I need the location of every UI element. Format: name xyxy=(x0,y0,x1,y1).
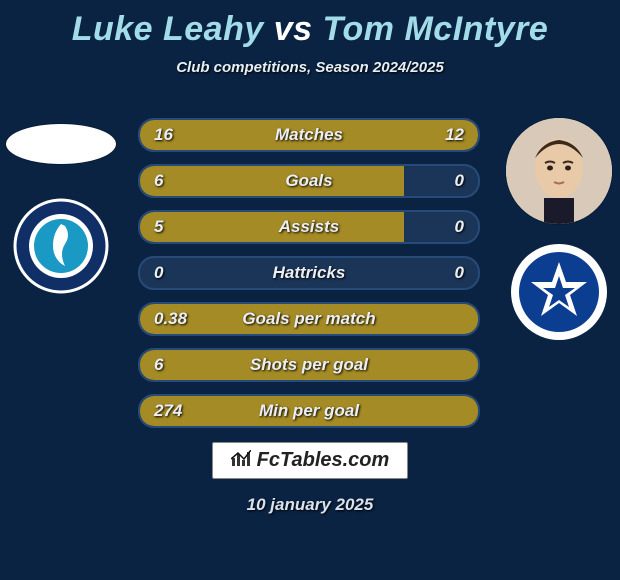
stat-value-right: 12 xyxy=(445,120,464,150)
bar-fill-left xyxy=(140,350,478,380)
stat-value-left: 16 xyxy=(154,120,173,150)
fctables-logo: FcTables.com xyxy=(212,442,409,479)
bar-fill-left xyxy=(140,396,478,426)
bar-fill-left xyxy=(140,212,404,242)
right-club-badge xyxy=(509,242,609,342)
right-player-column xyxy=(504,118,614,342)
stat-row: 0.38Goals per match xyxy=(138,302,480,336)
left-player-photo xyxy=(6,124,116,164)
bar-fill-left xyxy=(140,166,404,196)
footer: FcTables.com 10 january 2025 xyxy=(0,442,620,515)
player2-name: Tom McIntyre xyxy=(323,10,549,48)
stat-value-left: 0 xyxy=(154,258,163,288)
stat-row: 50Assists xyxy=(138,210,480,244)
stat-label: Hattricks xyxy=(140,258,478,288)
subtitle: Club competitions, Season 2024/2025 xyxy=(0,59,620,76)
bar-fill-left xyxy=(140,304,478,334)
stats-bars: 1612Matches60Goals50Assists00Hattricks0.… xyxy=(138,118,480,440)
stat-row: 6Shots per goal xyxy=(138,348,480,382)
left-player-column xyxy=(6,118,116,296)
right-player-photo xyxy=(506,118,612,224)
stat-row: 274Min per goal xyxy=(138,394,480,428)
stat-value-left: 5 xyxy=(154,212,163,242)
stat-value-left: 6 xyxy=(154,350,163,380)
stat-value-left: 274 xyxy=(154,396,182,426)
stat-value-left: 6 xyxy=(154,166,163,196)
footer-date: 10 january 2025 xyxy=(0,495,620,515)
stat-value-right: 0 xyxy=(455,166,464,196)
vs-text: vs xyxy=(274,10,313,48)
chart-icon xyxy=(231,449,251,465)
stat-row: 1612Matches xyxy=(138,118,480,152)
stat-row: 0 0Hattricks xyxy=(138,256,480,290)
stat-value-right: 0 xyxy=(455,258,464,288)
stat-value-right: 0 xyxy=(455,212,464,242)
brand-text: FcTables.com xyxy=(257,449,390,471)
stat-value-left: 0.38 xyxy=(154,304,187,334)
stat-row: 60Goals xyxy=(138,164,480,198)
player1-name: Luke Leahy xyxy=(72,10,264,48)
comparison-title: Luke Leahy vs Tom McIntyre xyxy=(0,0,620,49)
left-club-badge xyxy=(11,196,111,296)
